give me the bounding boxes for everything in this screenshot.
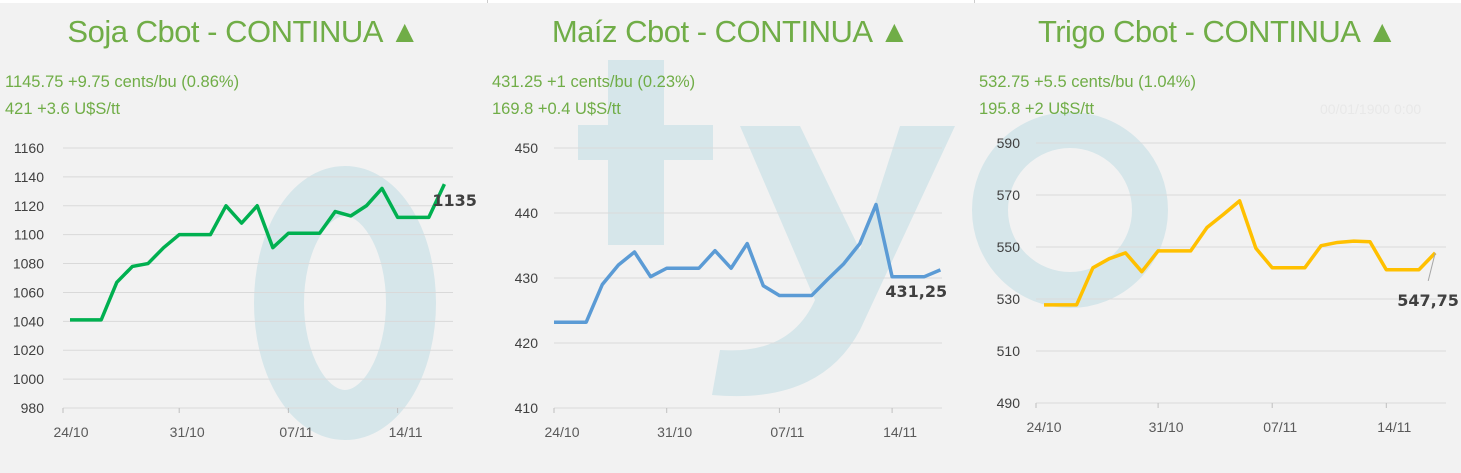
y-tick-label: 490	[997, 395, 1021, 411]
x-tick-label: 24/10	[544, 424, 579, 440]
panel-trigo: Trigo Cbot - CONTINUA ▲ 532.75 +5.5 cent…	[974, 0, 1461, 473]
x-tick-label: 31/10	[657, 424, 692, 440]
panel-maiz: Maíz Cbot - CONTINUA ▲ 431.25 +1 cents/b…	[487, 0, 974, 473]
price-usd: 195.8 +2 U$S/tt	[979, 100, 1095, 118]
y-tick-label: 1060	[13, 284, 44, 300]
price-cents: 532.75 +5.5 cents/bu (1.04%)	[979, 73, 1196, 91]
x-tick-label: 24/10	[53, 424, 88, 440]
x-tick-label: 07/11	[770, 424, 804, 440]
price-cents: 1145.75 +9.75 cents/bu (0.86%)	[5, 73, 240, 91]
y-tick-label: 420	[515, 335, 539, 351]
y-tick-label: 430	[515, 270, 539, 286]
x-tick-label: 07/11	[1263, 419, 1297, 435]
divider	[487, 0, 488, 3]
series-line	[70, 183, 446, 322]
price-usd: 421 +3.6 U$S/tt	[5, 100, 121, 118]
series-line	[554, 202, 942, 324]
y-tick-label: 570	[997, 187, 1021, 203]
y-tick-label: 1140	[14, 169, 44, 185]
triangle-up-icon: ▲	[1366, 14, 1398, 49]
last-value-label: 1135	[432, 191, 477, 210]
watermark-o-left	[254, 166, 436, 440]
watermark-y	[712, 126, 955, 397]
y-tick-label: 530	[997, 291, 1021, 307]
y-tick-label: 1020	[13, 342, 44, 358]
triangle-up-icon: ▲	[389, 14, 420, 49]
last-value-label: 547,75	[1397, 291, 1459, 310]
watermark-o-right	[972, 112, 1168, 308]
y-tick-label: 440	[515, 205, 539, 221]
x-tick-label: 31/10	[1149, 419, 1184, 435]
y-tick-label: 1080	[13, 256, 44, 272]
y-tick-label: 1000	[13, 371, 44, 387]
panel-title: Soja Cbot - CONTINUA ▲	[67, 14, 420, 49]
x-tick-label: 14/11	[389, 424, 423, 440]
x-tick-label: 31/10	[170, 424, 205, 440]
price-usd: 169.8 +0.4 U$S/tt	[492, 100, 621, 118]
watermark-f-bar	[578, 125, 713, 160]
y-tick-label: 1120	[14, 198, 44, 214]
y-tick-label: 980	[21, 400, 45, 416]
y-tick-label: 450	[515, 140, 539, 156]
y-tick-label: 550	[997, 239, 1021, 255]
x-tick-label: 07/11	[279, 424, 313, 440]
x-tick-label: 24/10	[1026, 419, 1061, 435]
triangle-up-icon: ▲	[878, 14, 910, 49]
y-tick-label: 510	[997, 343, 1021, 359]
top-strip	[0, 0, 1461, 3]
x-tick-label: 14/11	[883, 424, 917, 440]
y-tick-label: 1040	[13, 313, 44, 329]
y-tick-label: 1100	[14, 227, 44, 243]
panel-soja: Soja Cbot - CONTINUA ▲ 1145.75 +9.75 cen…	[0, 0, 487, 473]
panel-title: Trigo Cbot - CONTINUA ▲	[1037, 14, 1398, 49]
series-line	[1044, 199, 1437, 307]
divider	[974, 0, 975, 3]
panel-title: Maíz Cbot - CONTINUA ▲	[551, 14, 910, 49]
price-cents: 431.25 +1 cents/bu (0.23%)	[492, 73, 696, 91]
label-leader	[1427, 252, 1436, 281]
x-tick-label: 14/11	[1377, 419, 1411, 435]
y-tick-label: 1160	[14, 140, 44, 156]
last-value-label: 431,25	[885, 282, 947, 301]
y-tick-label: 590	[997, 135, 1021, 151]
y-tick-label: 410	[515, 400, 539, 416]
timestamp-faint: 00/01/1900 0:00	[1320, 101, 1422, 117]
